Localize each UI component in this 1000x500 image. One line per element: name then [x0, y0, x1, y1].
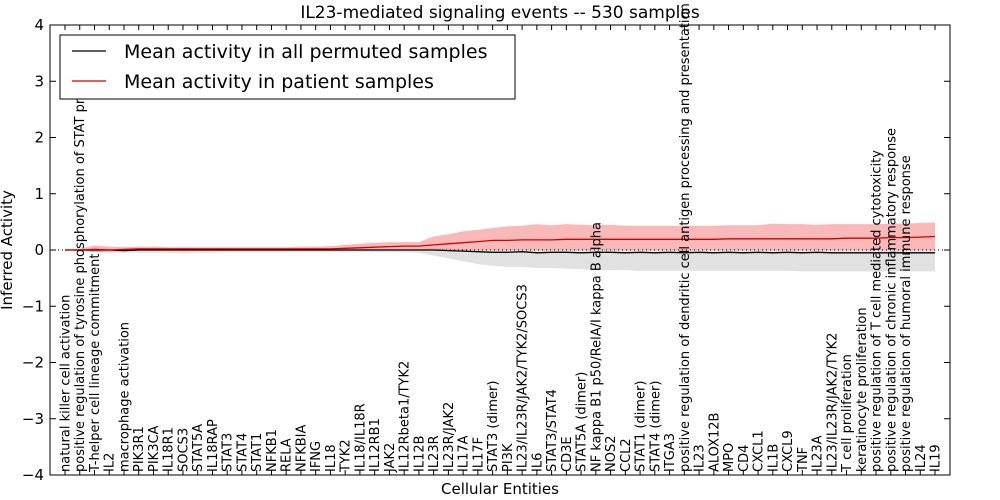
x-category-label: IL12RB1	[368, 418, 383, 472]
permuted-mean-line	[65, 249, 935, 254]
x-category-label: positive regulation of humoral immune re…	[899, 155, 914, 472]
x-category-label: STAT3	[221, 433, 236, 472]
x-category-label: IL19	[929, 444, 944, 472]
x-category-label: MPO	[722, 443, 737, 472]
x-category-label: CD4	[737, 445, 752, 472]
x-category-label: IL1B	[766, 444, 781, 472]
permuted-band	[65, 248, 935, 272]
x-category-label: ITGA3	[663, 433, 678, 472]
x-category-label: STAT4 (dimer)	[648, 381, 663, 472]
x-category-label: T cell proliferation	[840, 354, 855, 473]
x-category-label: STAT3 (dimer)	[486, 381, 501, 472]
x-category-label: STAT5A (dimer)	[575, 372, 590, 472]
x-category-label: positive regulation of chronic inflammat…	[884, 128, 899, 472]
x-category-label: IL12Rbeta1/TYK2	[398, 361, 413, 472]
patient-mean-line	[65, 235, 936, 251]
y-tick-label: −2	[22, 354, 44, 372]
x-category-label: IL17A	[457, 435, 472, 472]
x-category-label: PI3K	[501, 443, 516, 472]
x-category-label: IL23/IL23R/JAK2/TYK2/SOCS3	[516, 284, 531, 472]
legend-label-permuted: Mean activity in all permuted samples	[124, 41, 487, 63]
x-category-label: IL6	[530, 453, 545, 472]
x-category-label: IL23	[693, 444, 708, 472]
x-category-label: IL18R1	[162, 427, 177, 472]
patient-band	[65, 222, 935, 253]
x-category-label: IL23R/JAK2	[442, 402, 457, 472]
x-category-label: STAT3/STAT4	[545, 389, 560, 472]
x-category-label: IL23R	[427, 435, 442, 472]
legend-box	[59, 34, 516, 100]
x-category-label: STAT1	[250, 433, 265, 472]
y-tick-label: −4	[22, 466, 44, 484]
y-tick-label: −3	[22, 410, 44, 428]
x-category-label: ALOX12B	[707, 413, 722, 472]
y-axis-label: Inferred Activity	[0, 190, 16, 310]
x-category-label: PIK3CA	[147, 425, 162, 472]
y-tick-label: −1	[22, 297, 44, 315]
x-category-label: IL23A	[811, 435, 826, 472]
x-category-label: natural killer cell activation	[59, 295, 74, 472]
x-category-label: CXCL1	[752, 430, 767, 472]
x-category-label: NF kappa B1 p50/RelA/I kappa B alpha	[589, 222, 604, 472]
x-category-label: SOCS3	[177, 428, 192, 472]
x-category-label: PIK3R1	[132, 426, 147, 472]
x-category-label: IFNG	[309, 441, 324, 472]
legend: Mean activity in all permuted samples Me…	[59, 34, 516, 100]
x-category-label: NFKBIA	[294, 425, 309, 472]
x-category-label: macrophage activation	[118, 322, 133, 472]
x-category-label: IL2	[103, 453, 118, 472]
x-category-label: positive regulation of T cell mediated c…	[870, 150, 885, 472]
x-category-label: JAK2	[383, 443, 398, 473]
y-tick-label: 1	[34, 185, 44, 203]
x-category-label: IL24	[914, 444, 929, 472]
x-category-label: IL18RAP	[206, 419, 221, 472]
x-category-label: RELA	[280, 438, 295, 472]
x-category-label: IL12B	[412, 435, 427, 472]
x-category-label: CXCL9	[781, 430, 796, 472]
x-category-label: keratinocyte proliferation	[855, 307, 870, 472]
x-category-label: CCL2	[619, 438, 634, 472]
x-category-label: STAT5A	[191, 424, 206, 472]
x-category-label: STAT4	[235, 433, 250, 472]
x-category-label: STAT1 (dimer)	[634, 381, 649, 472]
x-category-label: NOS2	[604, 436, 619, 472]
x-axis-label: Cellular Entities	[441, 480, 559, 498]
y-tick-label: 3	[34, 72, 44, 90]
x-category-label: IL18	[324, 444, 339, 472]
y-tick-label: 4	[34, 16, 44, 34]
chart-title: IL23-mediated signaling events -- 530 sa…	[300, 3, 700, 23]
x-category-label: NFKB1	[265, 429, 280, 472]
x-category-label: positive regulation of tyrosine phosphor…	[73, 66, 88, 472]
x-category-label: TNF	[796, 447, 811, 473]
legend-label-patient: Mean activity in patient samples	[124, 71, 434, 93]
x-category-label: IL23/IL23R/JAK2/TYK2	[825, 333, 840, 472]
x-category-label: IL17F	[471, 437, 486, 472]
x-category-label: TYK2	[339, 439, 354, 473]
y-tick-label: 0	[34, 241, 44, 259]
x-category-label: positive regulation of dendritic cell an…	[678, 3, 693, 472]
y-tick-label: 2	[34, 129, 44, 147]
x-category-label: T-helper cell lineage commitment	[88, 254, 103, 473]
x-category-label: IL18/IL18R	[353, 403, 368, 472]
x-category-label: CD3E	[560, 436, 575, 472]
